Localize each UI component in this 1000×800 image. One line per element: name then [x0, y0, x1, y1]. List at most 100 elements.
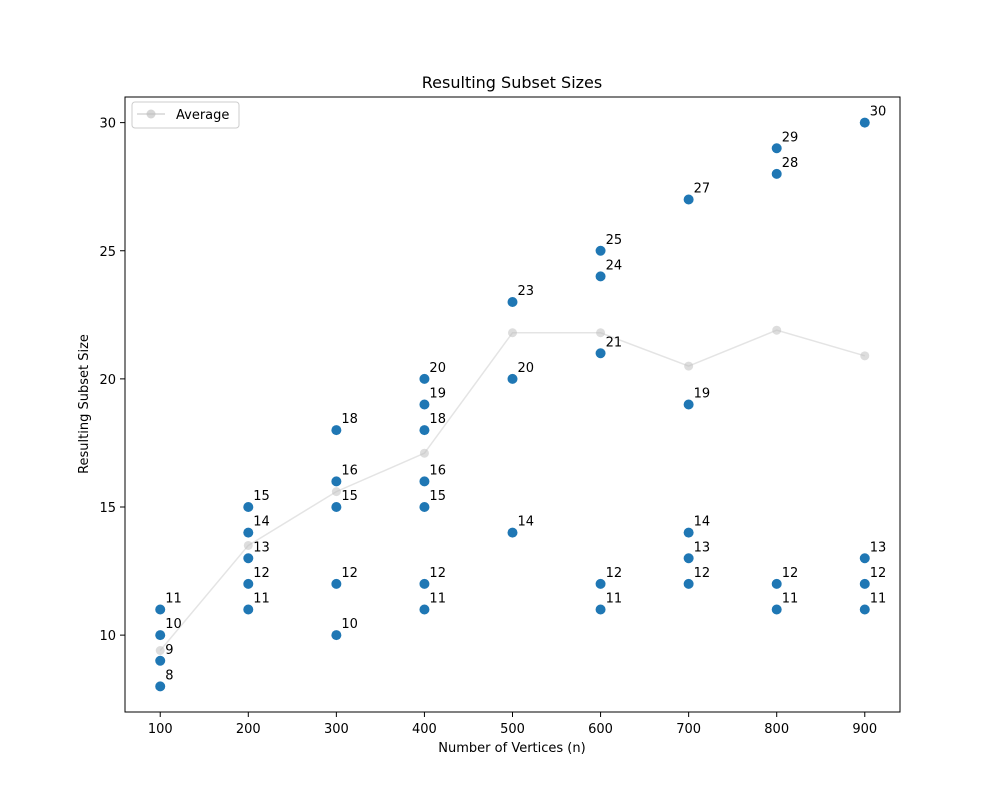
point-label: 13	[870, 540, 887, 555]
point-label: 21	[606, 335, 623, 350]
data-point	[331, 578, 342, 589]
point-label: 14	[694, 515, 711, 530]
point-label: 10	[341, 617, 358, 632]
data-point	[155, 630, 166, 641]
data-point	[243, 604, 254, 615]
point-label: 11	[782, 592, 799, 607]
data-point	[507, 297, 518, 307]
x-tick-label: 500	[500, 722, 525, 737]
y-tick-label: 25	[99, 245, 116, 260]
x-tick-label: 900	[852, 722, 877, 737]
data-point	[683, 527, 694, 538]
point-label: 19	[694, 387, 711, 402]
data-point	[683, 194, 694, 205]
legend-marker-swatch	[146, 109, 156, 119]
data-point	[243, 502, 254, 512]
data-point	[595, 604, 606, 615]
point-label: 15	[253, 489, 270, 504]
point-label: 16	[429, 463, 446, 478]
point-label: 12	[782, 566, 799, 581]
y-tick-label: 20	[99, 373, 116, 388]
point-label: 25	[606, 233, 623, 248]
point-label: 12	[429, 566, 446, 581]
data-point	[771, 168, 782, 179]
x-tick-label: 600	[588, 722, 613, 737]
data-point	[419, 373, 430, 384]
point-label: 8	[165, 668, 173, 683]
data-point	[155, 681, 166, 692]
average-marker	[772, 325, 782, 335]
data-point	[331, 476, 342, 487]
x-tick-label: 400	[412, 722, 437, 737]
average-marker	[684, 361, 694, 371]
point-label: 15	[429, 489, 446, 504]
data-point	[595, 578, 606, 589]
point-label: 19	[429, 387, 446, 402]
data-point	[155, 604, 166, 615]
point-label: 30	[870, 105, 887, 120]
data-point	[155, 655, 166, 666]
point-label: 13	[253, 540, 270, 555]
point-label: 14	[253, 515, 270, 530]
point-label: 13	[694, 540, 711, 555]
average-marker	[243, 540, 253, 550]
data-point	[683, 578, 694, 589]
plot-area: 100 200 300 400 500 600 700 800 900 10 15 20 25 30 8 9 1…	[99, 96, 901, 737]
point-label: 15	[341, 489, 358, 504]
point-label: 20	[518, 361, 535, 376]
x-tick-label: 200	[236, 722, 261, 737]
point-label: 28	[782, 156, 799, 171]
average-marker	[155, 646, 165, 655]
legend-box	[131, 101, 240, 129]
point-label: 11	[253, 592, 270, 607]
point-label: 14	[518, 515, 535, 530]
point-label: 24	[606, 258, 623, 273]
average-marker	[860, 351, 870, 361]
average-marker	[596, 328, 606, 338]
data-point	[507, 527, 518, 538]
data-point	[419, 578, 430, 589]
data-point	[683, 553, 694, 564]
x-tick-label: 800	[764, 722, 789, 737]
legend-label-average: Average	[176, 108, 229, 123]
data-point	[507, 373, 518, 384]
data-point	[419, 425, 430, 436]
average-marker	[331, 487, 341, 497]
data-point	[683, 399, 694, 410]
data-point	[595, 271, 606, 282]
x-tick-label: 700	[676, 722, 701, 737]
data-point	[771, 578, 782, 589]
point-label: 20	[429, 361, 446, 376]
x-tick-label: 300	[324, 722, 349, 737]
data-point	[419, 502, 430, 512]
data-point	[859, 604, 870, 615]
data-point	[331, 425, 342, 436]
data-point	[419, 399, 430, 410]
data-point	[859, 553, 870, 564]
data-point	[331, 502, 342, 512]
data-point	[243, 553, 254, 564]
x-tick-label: 100	[148, 722, 173, 737]
data-point	[331, 630, 342, 641]
data-point	[419, 604, 430, 615]
y-tick-label: 30	[99, 117, 116, 132]
data-point	[771, 604, 782, 615]
data-point	[859, 578, 870, 589]
point-label: 29	[782, 130, 799, 145]
chart-title: Resulting Subset Sizes	[422, 73, 602, 92]
data-point	[419, 476, 430, 487]
point-label: 12	[253, 566, 270, 581]
point-label: 12	[870, 566, 887, 581]
data-point	[771, 143, 782, 154]
data-point	[595, 348, 606, 359]
point-label: 23	[518, 284, 535, 299]
data-point	[243, 527, 254, 538]
point-label: 12	[694, 566, 711, 581]
point-label: 11	[165, 592, 182, 607]
point-label: 9	[165, 643, 173, 658]
point-label: 16	[341, 463, 358, 478]
average-marker	[508, 328, 517, 338]
y-tick-label: 10	[99, 629, 116, 644]
